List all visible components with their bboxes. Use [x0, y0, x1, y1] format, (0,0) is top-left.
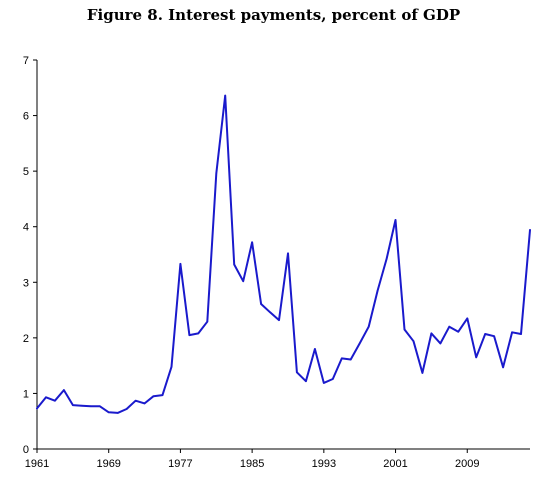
- data-point: [367, 325, 370, 328]
- y-tick-label: 5: [23, 166, 29, 178]
- data-point: [466, 317, 469, 320]
- data-point: [242, 280, 244, 283]
- series-line: [36, 94, 531, 414]
- y-axis: 0 1 2 3 4 5 6 7: [23, 55, 38, 456]
- data-point: [72, 404, 74, 406]
- data-point: [45, 396, 47, 399]
- data-point: [143, 402, 146, 405]
- data-point: [36, 407, 38, 410]
- y-tick-label: 4: [23, 222, 29, 234]
- y-tick-label: 1: [23, 388, 29, 400]
- x-tick-label: 1985: [240, 458, 264, 470]
- x-tick-label: 1969: [96, 458, 120, 470]
- data-point: [206, 320, 209, 323]
- data-point: [134, 399, 137, 402]
- data-point: [385, 258, 388, 260]
- x-tick-label: 2009: [455, 458, 479, 470]
- data-point: [278, 319, 280, 321]
- data-point: [305, 380, 307, 383]
- x-tick-label: 1977: [168, 458, 192, 470]
- data-point: [125, 408, 128, 410]
- x-tick-label: 2001: [383, 458, 407, 470]
- data-point: [430, 332, 433, 335]
- data-point: [90, 405, 92, 408]
- y-tick-label: 0: [23, 444, 29, 456]
- data-point: [98, 405, 101, 408]
- data-point: [54, 399, 56, 402]
- data-point: [81, 404, 83, 407]
- chart-title: Figure 8. Interest payments, percent of …: [86, 6, 461, 24]
- data-point: [529, 229, 531, 231]
- data-point: [502, 366, 504, 369]
- data-point: [421, 372, 424, 374]
- x-tick-label: 1993: [312, 458, 336, 470]
- y-tick-label: 7: [23, 55, 29, 67]
- data-point: [341, 357, 343, 360]
- data-point: [457, 330, 460, 333]
- data-point: [224, 94, 226, 97]
- data-point: [439, 342, 442, 345]
- data-point: [448, 325, 451, 328]
- data-point: [161, 394, 164, 396]
- data-point: [323, 382, 325, 384]
- data-point: [511, 331, 513, 334]
- data-point: [412, 340, 415, 343]
- data-point: [358, 342, 361, 345]
- data-point: [116, 412, 119, 414]
- data-point: [269, 311, 271, 314]
- data-point: [520, 333, 522, 335]
- y-tick-label: 6: [23, 111, 29, 123]
- data-point: [332, 378, 334, 380]
- data-point: [376, 289, 379, 292]
- data-point: [493, 335, 495, 338]
- data-point: [475, 356, 478, 359]
- data-point: [296, 371, 298, 374]
- data-point: [484, 333, 487, 335]
- data-point: [215, 172, 218, 175]
- y-tick-label: 3: [23, 277, 29, 289]
- data-point: [63, 389, 65, 391]
- data-point: [349, 358, 352, 361]
- y-tick-label: 2: [23, 333, 29, 345]
- data-point: [170, 366, 173, 368]
- data-point: [251, 241, 253, 244]
- data-point: [233, 263, 235, 266]
- plot-area: [36, 94, 531, 414]
- data-point: [287, 252, 289, 255]
- data-point: [394, 219, 397, 221]
- x-axis: 1961 1969 1977 1985 1993 2001 2009: [25, 448, 530, 470]
- x-tick-label: 1961: [25, 458, 49, 470]
- data-point: [260, 303, 262, 305]
- data-point: [179, 263, 182, 265]
- data-point: [188, 334, 191, 336]
- data-point: [107, 411, 110, 414]
- data-point: [314, 348, 316, 350]
- data-point: [403, 328, 406, 331]
- data-point: [152, 395, 155, 398]
- data-point: [197, 332, 200, 335]
